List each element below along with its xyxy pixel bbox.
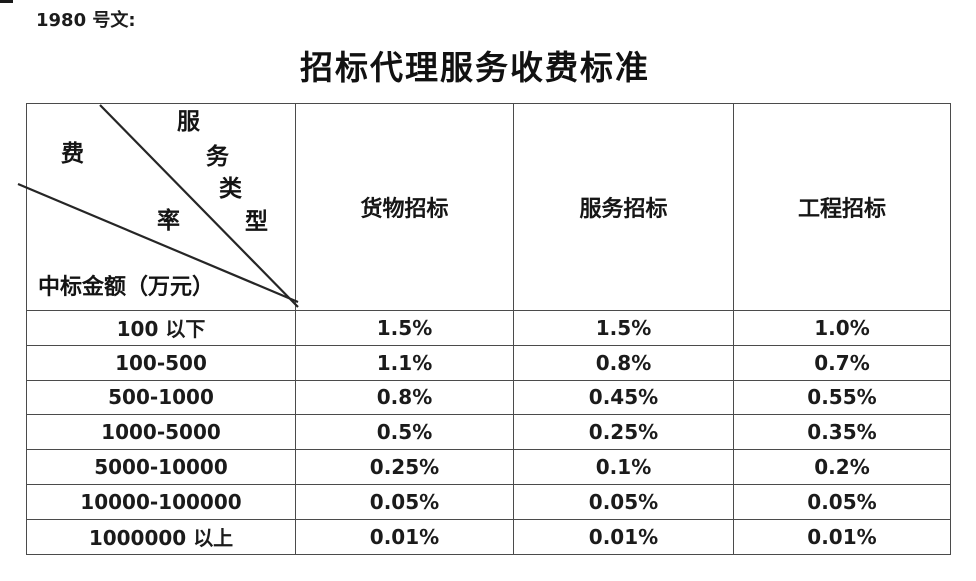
services-rate-cell: 0.01% <box>513 518 734 555</box>
goods-rate-cell: 0.05% <box>295 483 514 520</box>
service-type-axis-char: 务 <box>206 144 229 169</box>
engineering-rate-cell: 0.01% <box>733 518 951 555</box>
column-header-services-bidding: 服务招标 <box>513 103 734 311</box>
page-corner-artifact <box>0 0 13 3</box>
amount-range-cell: 100-500 <box>26 344 296 381</box>
table-row: 100 以下 1.5% 1.5% 1.0% <box>26 310 951 346</box>
engineering-rate-cell: 0.55% <box>733 379 951 416</box>
engineering-rate-cell: 0.7% <box>733 344 951 381</box>
amount-range-cell: 10000-100000 <box>26 483 296 520</box>
amount-range-cell: 5000-10000 <box>26 449 296 485</box>
engineering-rate-cell: 1.0% <box>733 310 951 346</box>
amount-range-cell: 500-1000 <box>26 379 296 416</box>
services-rate-cell: 0.8% <box>513 344 734 381</box>
goods-rate-cell: 0.5% <box>295 414 514 451</box>
amount-range-cell: 1000000 以上 <box>26 518 296 555</box>
table-row: 500-1000 0.8% 0.45% 0.55% <box>26 379 951 416</box>
rate-axis-char: 率 <box>157 208 180 233</box>
goods-rate-cell: 0.8% <box>295 379 514 416</box>
column-header-engineering-bidding: 工程招标 <box>733 103 951 311</box>
fee-table-body: 100 以下 1.5% 1.5% 1.0% 100-500 1.1% 0.8% … <box>26 310 951 555</box>
fee-standard-table: 服 务 类 型 费 率 中标金额（万元） 货物招标 服务招标 工程招标 100 … <box>17 103 951 555</box>
table-row: 100-500 1.1% 0.8% 0.7% <box>26 344 951 381</box>
header-row: 服 务 类 型 费 率 中标金额（万元） 货物招标 服务招标 工程招标 <box>17 103 951 311</box>
table-row: 1000-5000 0.5% 0.25% 0.35% <box>26 414 951 451</box>
diagonal-header-cell: 服 务 类 型 费 率 中标金额（万元） <box>17 103 299 311</box>
goods-rate-cell: 1.5% <box>295 310 514 346</box>
doc-number-label: 1980 号文: <box>36 10 136 31</box>
service-type-axis-char: 服 <box>177 109 200 134</box>
engineering-rate-cell: 0.05% <box>733 483 951 520</box>
goods-rate-cell: 0.25% <box>295 449 514 485</box>
goods-rate-cell: 1.1% <box>295 344 514 381</box>
goods-rate-cell: 0.01% <box>295 518 514 555</box>
table-row: 1000000 以上 0.01% 0.01% 0.01% <box>26 518 951 555</box>
services-rate-cell: 0.25% <box>513 414 734 451</box>
services-rate-cell: 0.45% <box>513 379 734 416</box>
page-title: 招标代理服务收费标准 <box>300 51 650 87</box>
services-rate-cell: 0.1% <box>513 449 734 485</box>
amount-range-cell: 1000-5000 <box>26 414 296 451</box>
table-row: 5000-10000 0.25% 0.1% 0.2% <box>26 449 951 485</box>
engineering-rate-cell: 0.2% <box>733 449 951 485</box>
rate-axis-char: 费 <box>61 141 84 166</box>
amount-range-cell: 100 以下 <box>26 310 296 346</box>
column-header-goods-bidding: 货物招标 <box>295 103 514 311</box>
services-rate-cell: 1.5% <box>513 310 734 346</box>
service-type-axis-char: 型 <box>245 209 268 234</box>
row-axis-label: 中标金额（万元） <box>38 274 215 299</box>
table-row: 10000-100000 0.05% 0.05% 0.05% <box>26 483 951 520</box>
service-type-axis-char: 类 <box>219 176 242 201</box>
services-rate-cell: 0.05% <box>513 483 734 520</box>
engineering-rate-cell: 0.35% <box>733 414 951 451</box>
